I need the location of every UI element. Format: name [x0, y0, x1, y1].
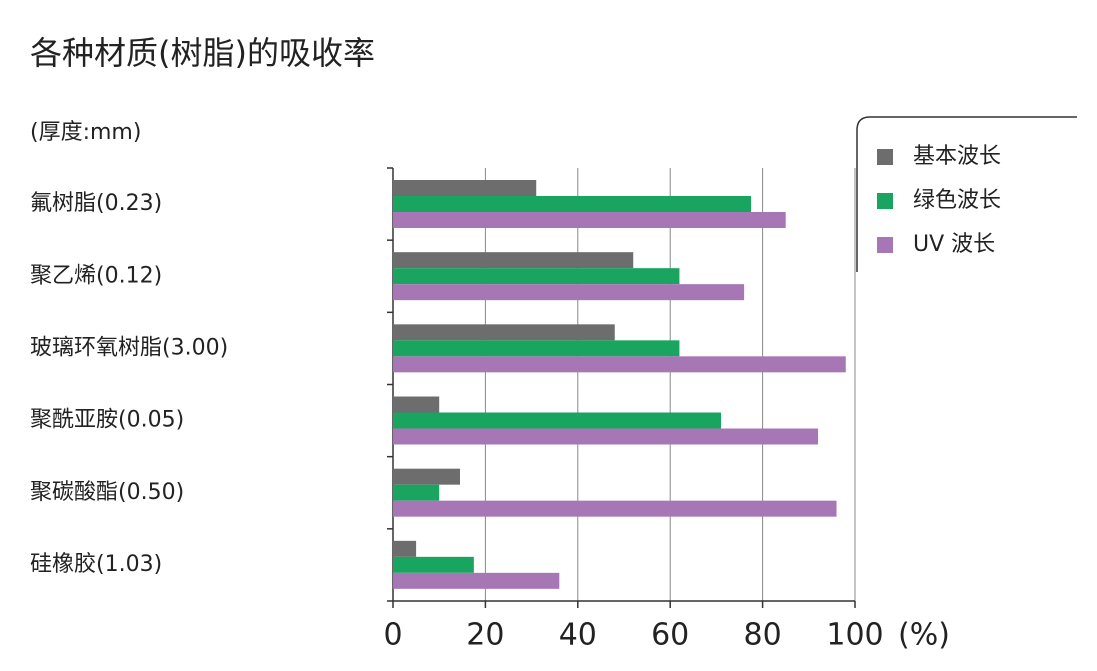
- bar: [393, 212, 786, 228]
- x-tick-label: 60: [651, 618, 689, 653]
- x-tick-label: 100: [826, 618, 883, 653]
- legend-label: 绿色波长: [913, 188, 1001, 213]
- y-tick-label: 硅橡胶(1.03): [30, 552, 162, 577]
- x-tick-label: 20: [466, 618, 504, 653]
- bar: [393, 324, 615, 341]
- x-tick-label: 0: [383, 618, 402, 653]
- bar: [393, 468, 460, 485]
- bar: [393, 572, 560, 589]
- bar: [393, 356, 846, 373]
- bar: [393, 340, 680, 357]
- bar: [393, 556, 474, 573]
- legend-swatch: [877, 237, 893, 253]
- bar: [393, 396, 440, 413]
- legend-label: 基本波长: [913, 144, 1001, 169]
- y-tick-label: 聚碳酸酯(0.50): [30, 480, 184, 505]
- subtitle: (厚度:mm): [30, 120, 141, 145]
- y-tick-label: 氟树脂(0.23): [30, 191, 162, 216]
- bar: [393, 180, 537, 196]
- bar: [393, 540, 417, 557]
- legend-swatch: [877, 149, 893, 165]
- bar: [393, 268, 680, 285]
- chart-title: 各种材质(树脂)的吸收率: [30, 34, 375, 72]
- y-tick-label: 玻璃环氧树脂(3.00): [30, 335, 228, 360]
- x-axis-label: (%): [898, 618, 950, 653]
- legend-swatch: [877, 193, 893, 209]
- x-tick-label: 40: [559, 618, 597, 653]
- bar: [393, 412, 722, 429]
- legend-box: [856, 116, 1077, 272]
- bar: [393, 284, 745, 301]
- x-tick-label: 80: [744, 618, 782, 653]
- y-tick-label: 聚乙烯(0.12): [30, 263, 162, 288]
- bar: [393, 500, 837, 517]
- y-tick-label: 聚酰亚胺(0.05): [30, 408, 184, 433]
- bar: [393, 196, 752, 212]
- bar: [393, 484, 440, 501]
- legend-label: UV 波长: [913, 232, 995, 257]
- bar: [393, 252, 634, 269]
- bar: [393, 428, 819, 445]
